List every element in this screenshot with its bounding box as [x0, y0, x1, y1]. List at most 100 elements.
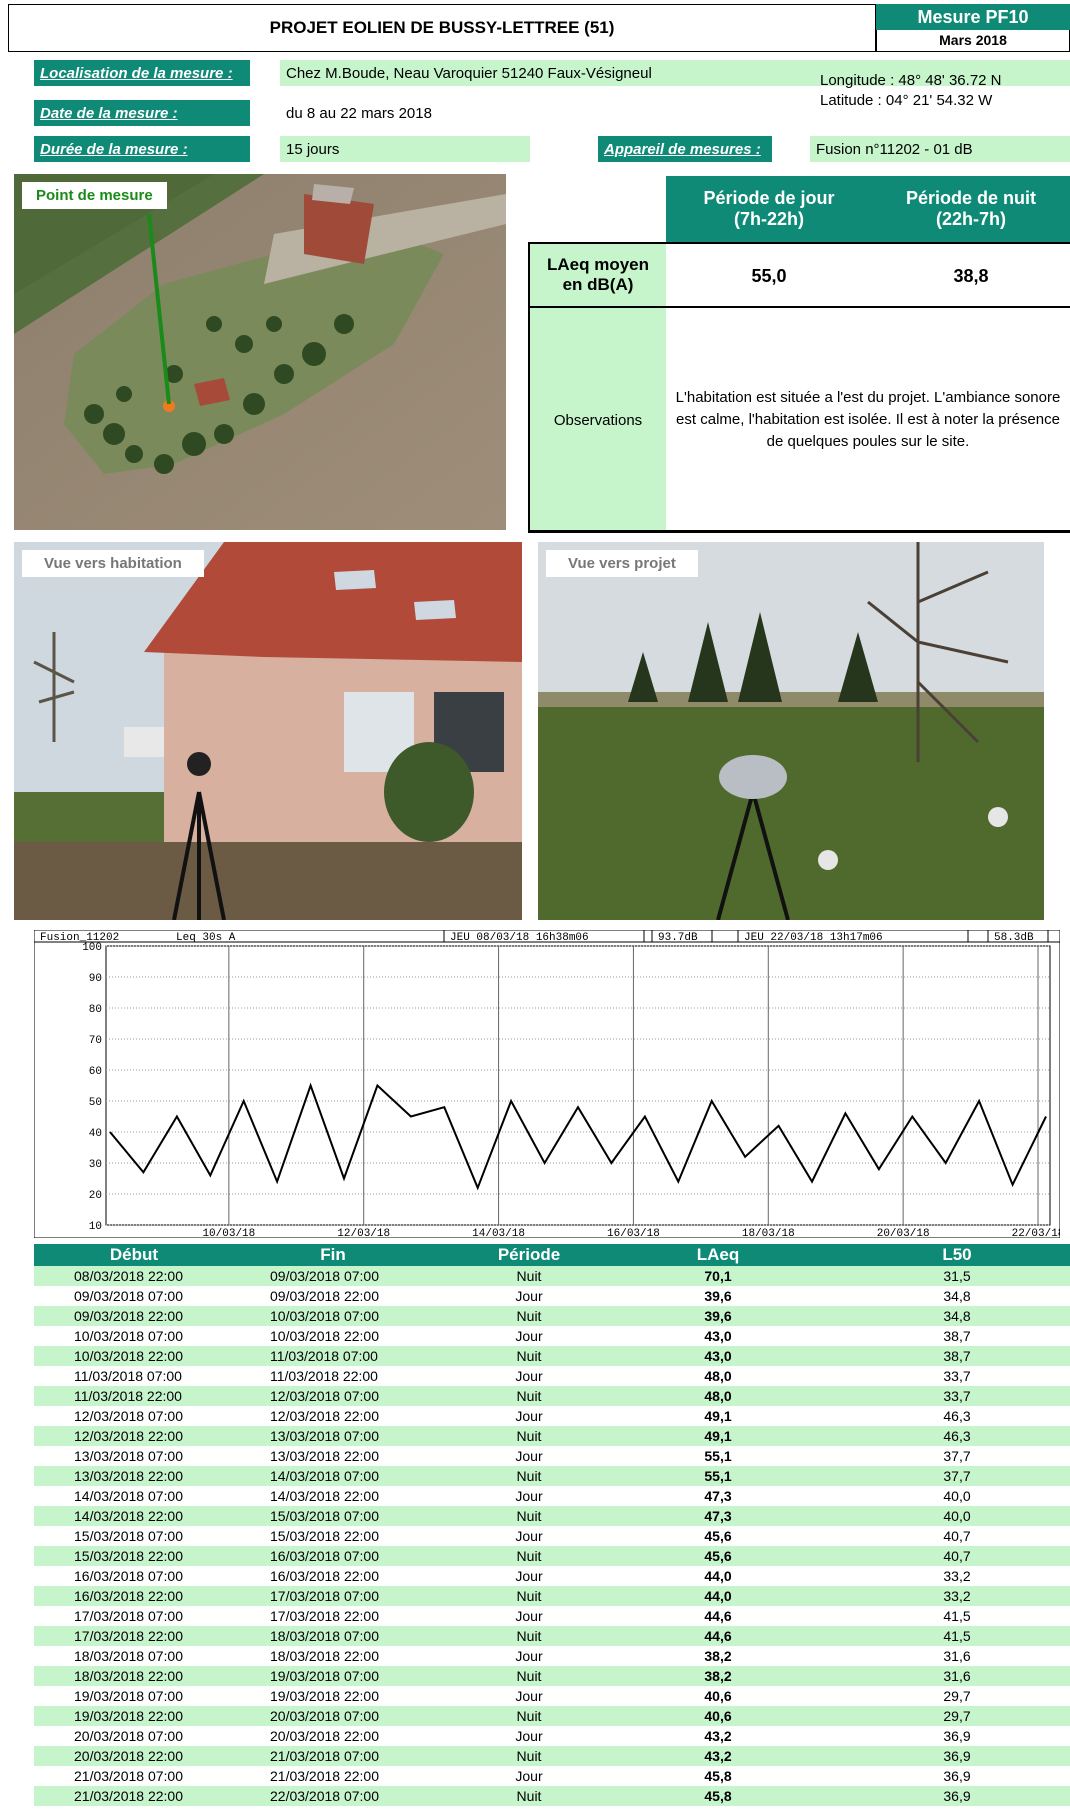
table-cell: 44,6: [704, 1628, 732, 1644]
table-cell: Nuit: [516, 1508, 542, 1524]
table-cell: 40,7: [943, 1528, 971, 1544]
table-row: 16/03/2018 07:00 16/03/2018 22:00 Jour 44,0…: [34, 1566, 1070, 1586]
col-day-header: Période de jour (7h-22h): [666, 176, 872, 242]
table-cell: 11/03/2018 07:00: [270, 1348, 378, 1364]
longitude-text: Longitude : 48° 48' 36.72 N: [820, 72, 1002, 89]
table-cell: 40,0: [943, 1488, 971, 1504]
table-row: 14/03/2018 07:00 14/03/2018 22:00 Jour 47,3…: [34, 1486, 1070, 1506]
table-cell: Jour: [515, 1448, 543, 1464]
table-row: 12/03/2018 07:00 12/03/2018 22:00 Jour 49,1…: [34, 1406, 1070, 1426]
table-cell: 21/03/2018 07:00: [74, 1768, 183, 1784]
table-cell: 12/03/2018 07:00: [74, 1408, 183, 1424]
table-cell: Jour: [515, 1408, 543, 1424]
table-cell: Nuit: [516, 1748, 542, 1764]
table-cell: 40,6: [704, 1688, 732, 1704]
table-cell: 12/03/2018 07:00: [270, 1388, 379, 1404]
table-cell: 13/03/2018 22:00: [270, 1448, 379, 1464]
table-cell: Nuit: [516, 1628, 542, 1644]
y-tick-label: 70: [89, 1035, 102, 1047]
table-cell: Jour: [515, 1368, 543, 1384]
table-cell: 18/03/2018 22:00: [270, 1648, 379, 1664]
table-row: 12/03/2018 22:00 13/03/2018 07:00 Nuit 49,1…: [34, 1426, 1070, 1446]
observations-text: L'habitation est située a l'est du proje…: [675, 389, 1061, 450]
chart-device: Fusion_11202: [40, 932, 119, 944]
table-cell: Jour: [515, 1688, 543, 1704]
table-cell: 14/03/2018 22:00: [270, 1488, 379, 1504]
x-tick-label: 16/03/18: [607, 1228, 660, 1238]
table-cell: Nuit: [516, 1588, 542, 1604]
table-row: 19/03/2018 07:00 19/03/2018 22:00 Jour 40,6…: [34, 1686, 1070, 1706]
duree-value: 15 jours: [280, 136, 530, 162]
table-cell: 21/03/2018 22:00: [74, 1788, 183, 1804]
latitude-text: Latitude : 04° 21' 54.32 W: [820, 92, 993, 109]
table-row: 10/03/2018 22:00 11/03/2018 07:00 Nuit 43,0…: [34, 1346, 1070, 1366]
table-cell: 55,1: [704, 1468, 732, 1484]
y-tick-label: 40: [89, 1128, 102, 1140]
table-cell: 38,7: [943, 1328, 971, 1344]
laeq-row-label: LAeq moyen en dB(A): [528, 242, 666, 306]
observations-label: Observations: [528, 308, 666, 532]
chart-metric: Leq 30s A: [176, 932, 236, 944]
x-tick-label: 12/03/18: [337, 1228, 390, 1238]
table-cell: 70,1: [704, 1268, 732, 1284]
table-cell: 46,3: [943, 1408, 971, 1424]
table-cell: 31,5: [943, 1268, 971, 1284]
table-cell: 18/03/2018 07:00: [74, 1648, 183, 1664]
table-cell: 10/03/2018 22:00: [270, 1328, 379, 1344]
table-cell: 36,9: [943, 1768, 971, 1784]
table-cell: 55,1: [704, 1448, 732, 1464]
table-cell: Nuit: [516, 1308, 542, 1324]
table-cell: 20/03/2018 22:00: [74, 1748, 183, 1764]
table-header: Début Fin Période LAeq L50: [34, 1244, 1070, 1266]
date-label: Date de la mesure :: [34, 100, 250, 126]
table-cell: 09/03/2018 22:00: [74, 1308, 183, 1324]
table-cell: Nuit: [516, 1268, 542, 1284]
table-cell: Jour: [515, 1528, 543, 1544]
table-cell: 37,7: [943, 1468, 971, 1484]
chart-start: JEU 08/03/18 16h38m06: [450, 932, 589, 944]
table-cell: Jour: [515, 1488, 543, 1504]
x-tick-label: 10/03/18: [202, 1228, 255, 1238]
table-row: 19/03/2018 22:00 20/03/2018 07:00 Nuit 40,6…: [34, 1706, 1070, 1726]
table-cell: 33,7: [943, 1368, 971, 1384]
table-cell: Nuit: [516, 1388, 542, 1404]
localisation-label: Localisation de la mesure :: [34, 60, 250, 86]
y-tick-label: 80: [89, 1004, 102, 1016]
table-cell: 36,9: [943, 1748, 971, 1764]
table-row: 09/03/2018 22:00 10/03/2018 07:00 Nuit 39,6…: [34, 1306, 1070, 1326]
table-cell: 17/03/2018 07:00: [74, 1608, 183, 1624]
table-cell: 36,9: [943, 1728, 971, 1744]
table-cell: 45,8: [704, 1788, 732, 1804]
measure-badge: Mesure PF10: [876, 4, 1070, 30]
table-cell: 17/03/2018 07:00: [270, 1588, 379, 1604]
table-cell: 33,7: [943, 1388, 971, 1404]
table-cell: 16/03/2018 07:00: [74, 1568, 183, 1584]
appareil-value: Fusion n°11202 - 01 dB: [810, 136, 1070, 162]
table-row: 15/03/2018 07:00 15/03/2018 22:00 Jour 45,6…: [34, 1526, 1070, 1546]
table-row: 21/03/2018 22:00 22/03/2018 07:00 Nuit 45,8…: [34, 1786, 1070, 1806]
table-cell: 49,1: [704, 1428, 732, 1444]
x-tick-label: 22/03/18: [1012, 1228, 1060, 1238]
table-cell: 48,0: [704, 1368, 732, 1384]
table-cell: 20/03/2018 07:00: [74, 1728, 183, 1744]
table-cell: 13/03/2018 22:00: [74, 1468, 183, 1484]
photo-projet: Vue vers projet: [538, 542, 1044, 920]
table-cell: Nuit: [516, 1708, 542, 1724]
col-fin: Fin: [320, 1245, 346, 1264]
table-cell: 29,7: [943, 1688, 971, 1704]
table-cell: Nuit: [516, 1468, 542, 1484]
table-cell: Jour: [515, 1728, 543, 1744]
table-row: 17/03/2018 07:00 17/03/2018 22:00 Jour 44,6…: [34, 1606, 1070, 1626]
col-night-header: Période de nuit (22h-7h): [872, 176, 1070, 242]
table-row: 18/03/2018 22:00 19/03/2018 07:00 Nuit 38,2…: [34, 1666, 1070, 1686]
photo-habitation: Vue vers habitation: [14, 542, 522, 920]
series-line: [109, 1082, 1047, 1191]
table-cell: 43,0: [704, 1348, 732, 1364]
table-cell: 45,8: [704, 1768, 732, 1784]
table-cell: Nuit: [516, 1548, 542, 1564]
table-cell: 19/03/2018 07:00: [270, 1668, 379, 1684]
table-cell: 21/03/2018 22:00: [270, 1768, 379, 1784]
x-tick-label: 14/03/18: [472, 1228, 525, 1238]
table-cell: 37,7: [943, 1448, 971, 1464]
table-cell: 40,6: [704, 1708, 732, 1724]
